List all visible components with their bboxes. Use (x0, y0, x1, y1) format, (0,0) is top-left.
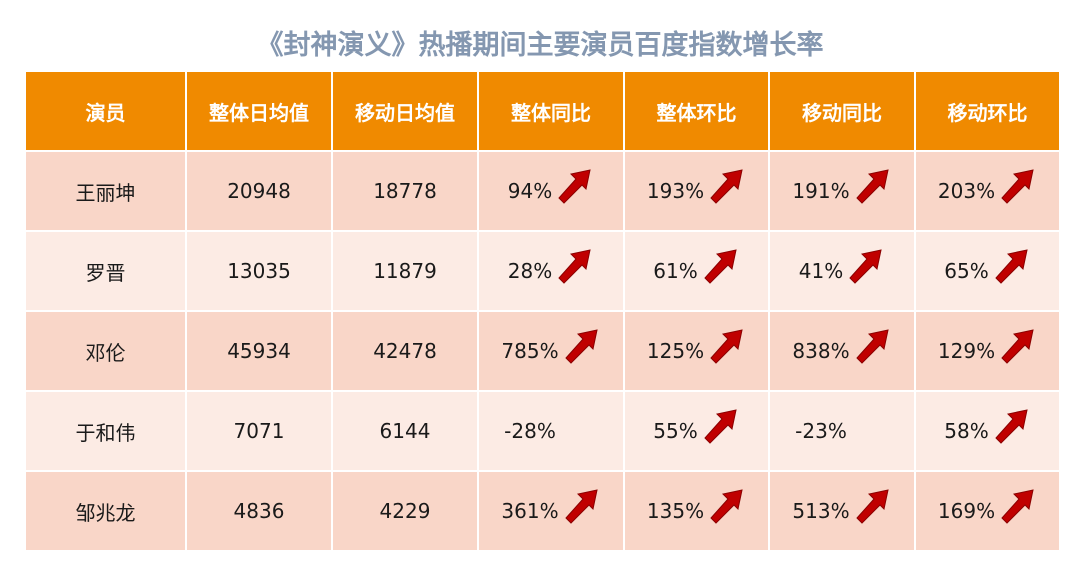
header-mobile-avg: 移动日均值 (331, 72, 479, 151)
overall-mom-cell: 135% (623, 470, 770, 552)
growth-value: 61% (653, 259, 698, 283)
actor-name-cell: 邹兆龙 (24, 470, 187, 552)
up-right-arrow-icon (708, 166, 746, 204)
growth-value: 129% (937, 339, 996, 363)
mobile-avg-cell: 18778 (331, 150, 479, 232)
mobile-yoy-cell: 41% (768, 230, 916, 312)
overall-avg-cell: 7071 (185, 390, 333, 472)
mobile-yoy-cell: 838% (768, 310, 916, 392)
up-right-arrow-icon (708, 486, 746, 524)
overall-mom-cell: 61% (623, 230, 770, 312)
table-row: 邹兆龙 4836 4229 361% 135% 513% 169% (24, 470, 1061, 552)
actor-name-cell: 罗晋 (24, 230, 187, 312)
overall-avg-cell: 20948 (185, 150, 333, 232)
growth-value: 58% (944, 419, 989, 443)
mobile-mom-cell: 58% (914, 390, 1061, 472)
up-right-arrow-icon (993, 406, 1031, 444)
up-right-arrow-icon (999, 326, 1037, 364)
up-right-arrow-icon (854, 166, 892, 204)
growth-value: 513% (792, 499, 850, 523)
table-row: 邓伦 45934 42478 785% 125% 838% 129% (24, 310, 1061, 392)
growth-table: 演员 整体日均值 移动日均值 整体同比 整体环比 移动同比 移动环比 王丽坤 20… (24, 72, 1061, 552)
growth-value: 169% (937, 499, 996, 523)
overall-mom-cell: 125% (623, 310, 770, 392)
overall-mom-cell: 193% (623, 150, 770, 232)
growth-value: 94% (507, 179, 553, 203)
growth-value: -28% (504, 419, 556, 443)
up-right-arrow-icon (702, 406, 740, 444)
mobile-yoy-cell: 191% (768, 150, 916, 232)
up-right-arrow-icon (563, 326, 601, 364)
header-overall-avg: 整体日均值 (185, 72, 333, 151)
up-right-arrow-icon (854, 326, 892, 364)
actor-name-cell: 于和伟 (24, 390, 187, 472)
mobile-yoy-cell: 513% (768, 470, 916, 552)
mobile-mom-cell: 65% (914, 230, 1061, 312)
mobile-avg-cell: 4229 (331, 470, 479, 552)
header-overall-mom: 整体环比 (623, 72, 770, 151)
up-right-arrow-icon (708, 326, 746, 364)
mobile-avg-cell: 11879 (331, 230, 479, 312)
growth-value: 193% (646, 179, 705, 203)
growth-value: 203% (937, 179, 996, 203)
growth-value: 28% (507, 259, 553, 283)
actor-name-cell: 邓伦 (24, 310, 187, 392)
header-mobile-yoy: 移动同比 (768, 72, 916, 151)
up-right-arrow-icon (999, 486, 1037, 524)
overall-yoy-cell: 785% (477, 310, 625, 392)
mobile-avg-cell: 42478 (331, 310, 479, 392)
up-right-arrow-icon (854, 486, 892, 524)
header-mobile-mom: 移动环比 (914, 72, 1061, 151)
up-right-arrow-icon (999, 166, 1037, 204)
growth-value: 125% (646, 339, 705, 363)
growth-value: 135% (646, 499, 705, 523)
up-right-arrow-icon (847, 246, 885, 284)
up-right-arrow-icon (563, 486, 601, 524)
up-right-arrow-icon (702, 246, 740, 284)
mobile-mom-cell: 129% (914, 310, 1061, 392)
mobile-avg-cell: 6144 (331, 390, 479, 472)
overall-yoy-cell: 28% (477, 230, 625, 312)
header-row: 演员 整体日均值 移动日均值 整体同比 整体环比 移动同比 移动环比 (24, 72, 1061, 151)
chart-title: 《封神演义》热播期间主要演员百度指数增长率 (256, 30, 824, 61)
growth-value: 361% (501, 499, 559, 523)
overall-mom-cell: 55% (623, 390, 770, 472)
growth-value: -23% (795, 419, 847, 443)
overall-yoy-cell: 94% (477, 150, 625, 232)
growth-value: 65% (944, 259, 989, 283)
overall-yoy-cell: -28% (477, 390, 625, 472)
mobile-yoy-cell: -23% (768, 390, 916, 472)
header-overall-yoy: 整体同比 (477, 72, 625, 151)
table-row: 于和伟 7071 6144 -28% 55% -23% 58% (24, 390, 1061, 472)
mobile-mom-cell: 169% (914, 470, 1061, 552)
up-right-arrow-icon (556, 166, 594, 204)
table-row: 王丽坤 20948 18778 94% 193% 191% 203% (24, 150, 1061, 232)
growth-value: 55% (653, 419, 698, 443)
up-right-arrow-icon (993, 246, 1031, 284)
mobile-mom-cell: 203% (914, 150, 1061, 232)
up-right-arrow-icon (556, 246, 594, 284)
overall-avg-cell: 45934 (185, 310, 333, 392)
growth-value: 785% (501, 339, 559, 363)
overall-yoy-cell: 361% (477, 470, 625, 552)
actor-name-cell: 王丽坤 (24, 150, 187, 232)
header-actor: 演员 (24, 72, 187, 151)
overall-avg-cell: 13035 (185, 230, 333, 312)
table-row: 罗晋 13035 11879 28% 61% 41% 65% (24, 230, 1061, 312)
growth-value: 41% (798, 259, 844, 283)
growth-value: 838% (792, 339, 850, 363)
growth-value: 191% (792, 179, 850, 203)
overall-avg-cell: 4836 (185, 470, 333, 552)
